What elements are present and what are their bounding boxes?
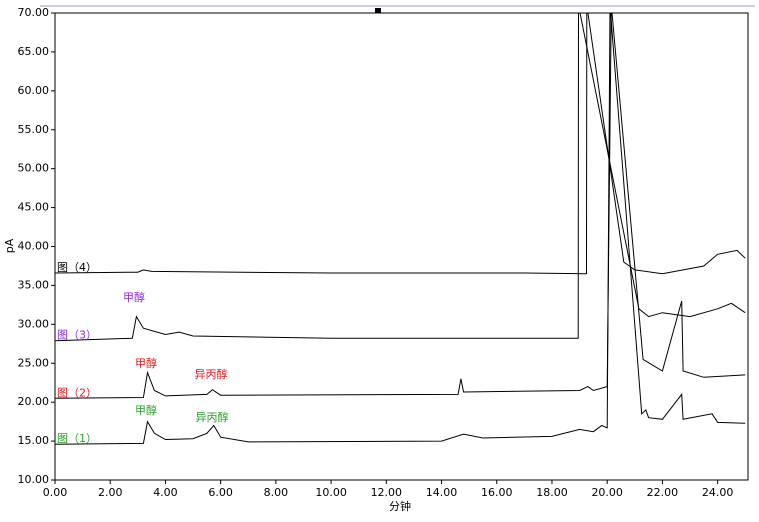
y-tick-label: 35.00 (18, 278, 50, 291)
x-axis-label: 分钟 (389, 499, 411, 513)
y-tick-label: 25.00 (18, 356, 50, 369)
trace (55, 13, 746, 275)
peak-annotation: 异丙醇 (195, 367, 228, 381)
x-tick-label: 12.00 (371, 486, 403, 499)
peak-annotation: 异丙醇 (196, 410, 229, 424)
traces (55, 13, 746, 445)
x-tick-label: 16.00 (481, 486, 513, 499)
y-axis-label: pA (3, 238, 16, 253)
y-tick-label: 65.00 (18, 45, 50, 58)
trace-label: 图（3） (57, 329, 97, 342)
y-tick-label: 20.00 (18, 395, 50, 408)
peak-annotation: 甲醇 (123, 290, 145, 304)
x-tick-label: 8.00 (264, 486, 289, 499)
y-tick-label: 70.00 (18, 6, 50, 19)
peak-annotation: 甲醇 (135, 403, 157, 417)
trace (55, 13, 746, 399)
y-tick-label: 45.00 (18, 201, 50, 214)
y-tick-label: 15.00 (18, 434, 50, 447)
y-tick-label: 60.00 (18, 84, 50, 97)
x-tick-label: 20.00 (591, 486, 623, 499)
x-tick-label: 22.00 (647, 486, 679, 499)
x-tick-label: 6.00 (208, 486, 233, 499)
trace (55, 13, 746, 445)
marker (375, 8, 381, 13)
x-tick-label: 18.00 (536, 486, 568, 499)
y-tick-label: 10.00 (18, 473, 50, 486)
x-tick-label: 14.00 (426, 486, 458, 499)
y-tick-label: 50.00 (18, 162, 50, 175)
trace-label: 图（2） (57, 386, 97, 399)
y-tick-label: 40.00 (18, 240, 50, 253)
trace-label: 图（1） (57, 432, 97, 445)
peak-annotation: 甲醇 (135, 356, 157, 370)
y-tick-label: 30.00 (18, 317, 50, 330)
x-tick-label: 24.00 (702, 486, 734, 499)
x-tick-label: 2.00 (98, 486, 123, 499)
trace (55, 13, 746, 342)
x-tick-label: 0.00 (43, 486, 68, 499)
trace-label: 图（4） (57, 261, 97, 274)
x-tick-label: 10.00 (315, 486, 347, 499)
plot-frame (54, 12, 749, 481)
y-tick-label: 55.00 (18, 123, 50, 136)
x-tick-label: 4.00 (153, 486, 178, 499)
